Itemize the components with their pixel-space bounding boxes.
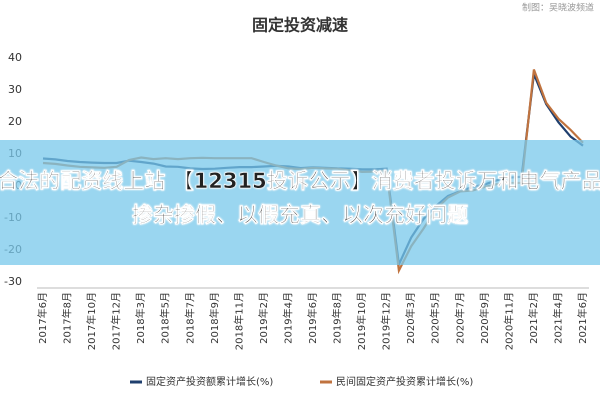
x-tick-label: 2017年12月 xyxy=(110,292,123,350)
x-tick-label: 2020年3月 xyxy=(404,292,417,344)
legend-label: 民间固定资产投资累计增长(%) xyxy=(336,375,473,388)
x-tick-label: 2021年2月 xyxy=(527,292,540,344)
legend-label: 固定资产投资额累计增长(%) xyxy=(146,375,273,388)
x-tick-label: 2017年10月 xyxy=(85,292,98,350)
x-tick-label: 2017年6月 xyxy=(36,292,49,344)
x-tick-label: 2019年6月 xyxy=(306,292,319,344)
x-tick-label: 2021年4月 xyxy=(551,292,564,344)
y-tick-label: -30 xyxy=(4,275,22,288)
x-tick-label: 2018年11月 xyxy=(232,292,245,350)
x-tick-label: 2017年8月 xyxy=(61,292,74,344)
y-tick-label: 20 xyxy=(8,115,22,128)
x-tick-label: 2019年8月 xyxy=(331,292,344,344)
chart-title: 固定投资减速 xyxy=(252,16,348,35)
x-tick-label: 2018年5月 xyxy=(159,292,172,344)
x-tick-label: 2020年11月 xyxy=(502,292,515,350)
x-tick-label: 2021年6月 xyxy=(576,292,589,344)
source: 制图：吴晓波频道 xyxy=(522,2,594,14)
x-tick-label: 2020年5月 xyxy=(429,292,442,344)
x-tick-label: 2018年7月 xyxy=(183,292,196,344)
banner-text: 合法的配资线上站 【12315投诉公示】消费者投诉万和电气产品掺杂掺假、以假充真… xyxy=(0,169,600,228)
x-tick-label: 2020年7月 xyxy=(453,292,466,344)
x-tick-label: 2019年2月 xyxy=(257,292,270,344)
x-tick-label: 2020年9月 xyxy=(478,292,491,344)
x-tick-label: 2019年10月 xyxy=(355,292,368,350)
y-tick-label: 40 xyxy=(8,51,22,64)
x-tick-label: 2018年9月 xyxy=(208,292,221,344)
banner: 合法的配资线上站 【12315投诉公示】消费者投诉万和电气产品掺杂掺假、以假充真… xyxy=(0,140,600,265)
x-tick-label: 2019年4月 xyxy=(281,292,294,344)
y-tick-label: 30 xyxy=(8,83,22,96)
x-tick-label: 2019年12月 xyxy=(380,292,393,350)
x-tick-label: 2018年3月 xyxy=(134,292,147,344)
